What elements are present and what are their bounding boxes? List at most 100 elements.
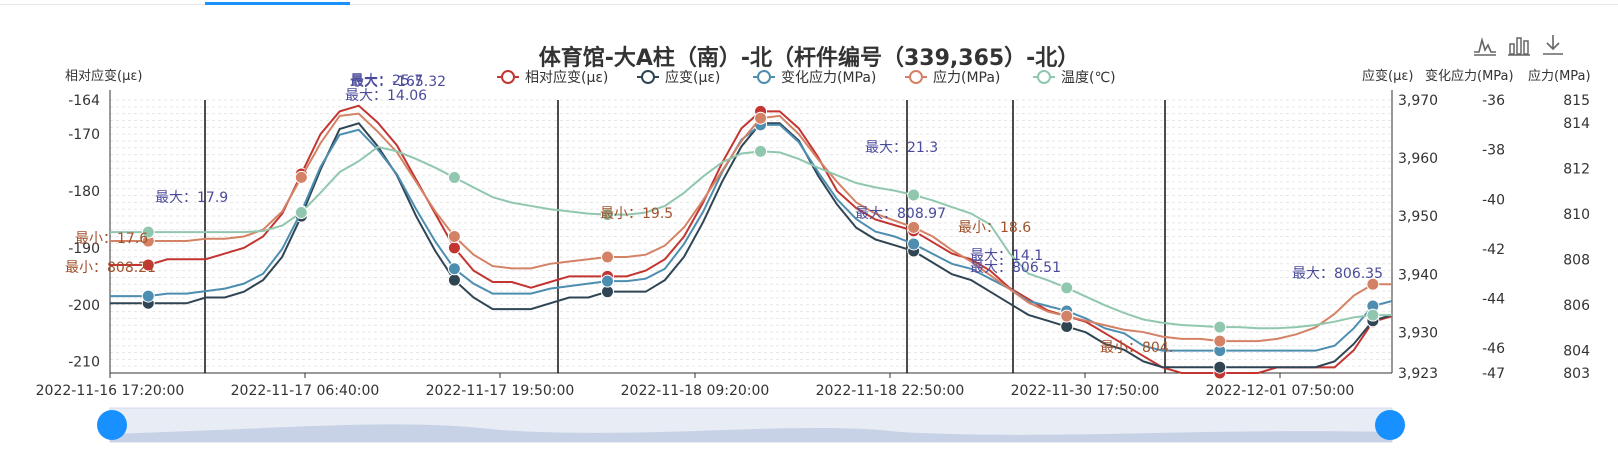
series-marker-4 xyxy=(600,208,614,222)
legend-marker xyxy=(641,70,655,84)
legend-label: 应力(MPa) xyxy=(933,69,1000,86)
series-marker-4 xyxy=(141,225,155,239)
series-marker-4 xyxy=(294,205,308,219)
legend-marker xyxy=(757,70,771,84)
x-tick-label: 2022-11-16 17:20:00 xyxy=(36,383,185,399)
right-strain-tick-label: 3,970 xyxy=(1398,93,1438,109)
x-tick-label: 2022-11-17 19:50:00 xyxy=(426,383,575,399)
data-annotation: 最大：25.7 xyxy=(350,73,423,89)
right-delta-stress-tick-label: -44 xyxy=(1482,292,1505,308)
legend-label: 应变(με) xyxy=(665,69,720,86)
legend-label: 相对应变(με) xyxy=(525,69,608,86)
right-delta-stress-tick-label: -38 xyxy=(1482,143,1505,159)
right-stress-tick-label: 815 xyxy=(1563,93,1590,109)
right-stress-tick-label: 808 xyxy=(1563,252,1590,268)
series-line-3 xyxy=(110,112,1392,343)
series-marker-4 xyxy=(1213,320,1227,334)
series-marker-0 xyxy=(447,241,461,255)
legend-marker xyxy=(1037,70,1051,84)
tab-underline xyxy=(0,4,1618,5)
series-marker-1 xyxy=(447,273,461,287)
right-delta-stress-tick-label: -42 xyxy=(1482,242,1505,258)
data-annotation: 最大：21.3 xyxy=(865,140,938,156)
right-axis-name-stress: 应力(MPa) xyxy=(1528,68,1591,84)
right-delta-stress-tick-label: -46 xyxy=(1482,341,1505,357)
left-tick-label: -210 xyxy=(68,355,100,371)
right-axis-name-strain: 应变(με) xyxy=(1362,68,1413,84)
right-strain-tick-label: 3,930 xyxy=(1398,325,1438,341)
left-tick-label: -200 xyxy=(68,298,100,314)
x-tick-label: 2022-11-18 22:50:00 xyxy=(816,383,965,399)
zoom-handle-left[interactable] xyxy=(97,410,127,440)
download-icon[interactable] xyxy=(1540,32,1566,58)
legend-label: 变化应力(MPa) xyxy=(781,69,876,86)
series-marker-3 xyxy=(1060,309,1074,323)
series-marker-3 xyxy=(294,170,308,184)
series-marker-2 xyxy=(141,289,155,303)
series-marker-3 xyxy=(600,250,614,264)
data-annotation: 最小：17.6 xyxy=(75,231,148,247)
right-stress-tick-label: 812 xyxy=(1563,161,1590,177)
data-annotation: 最大：14.1 xyxy=(970,248,1043,264)
data-annotation: 最大：-165.32 xyxy=(350,74,446,90)
data-annotation: 最小：808.21 xyxy=(65,260,156,276)
zoom-slider-preview xyxy=(110,424,1392,442)
right-stress-tick-label: 810 xyxy=(1563,207,1590,223)
series-line-4 xyxy=(110,145,1392,330)
data-annotation: 最大：806.35 xyxy=(1292,266,1383,282)
right-strain-tick-label: 3,960 xyxy=(1398,151,1438,167)
chart-title: 体育馆-大A柱（南）-北（杆件编号（339,365）-北） xyxy=(538,46,1080,71)
data-annotation: 最大：14.06 xyxy=(345,88,427,104)
series-marker-2 xyxy=(600,274,614,288)
bar-chart-icon[interactable] xyxy=(1506,32,1532,58)
left-tick-label: -180 xyxy=(68,184,100,200)
x-tick-label: 2022-11-30 17:50:00 xyxy=(1011,383,1160,399)
series-line-2 xyxy=(110,123,1393,352)
left-axis-name: 相对应变(με) xyxy=(65,68,142,84)
x-tick-label: 2022-11-18 09:20:00 xyxy=(621,383,770,399)
legend-marker xyxy=(501,70,515,84)
series-marker-0 xyxy=(141,258,155,272)
right-axis-name-delta-stress: 变化应力(MPa) xyxy=(1425,68,1514,84)
data-annotation: 最大：806.51 xyxy=(970,260,1061,276)
series-marker-4 xyxy=(1060,281,1074,295)
series-marker-4 xyxy=(447,171,461,185)
series-marker-2 xyxy=(447,262,461,276)
right-strain-tick-label: 3,950 xyxy=(1398,209,1438,225)
data-annotation: 最小：19.5 xyxy=(600,206,673,222)
right-stress-tick-label: 814 xyxy=(1563,116,1590,132)
right-stress-tick-label: 803 xyxy=(1563,366,1590,382)
series-marker-3 xyxy=(907,220,921,234)
right-strain-tick-label: 3,940 xyxy=(1398,267,1438,283)
data-annotation: 最大：808.97 xyxy=(855,206,946,222)
legend-label: 温度(℃) xyxy=(1061,70,1116,86)
right-delta-stress-tick-label: -40 xyxy=(1482,192,1505,208)
left-tick-label: -170 xyxy=(68,127,100,143)
right-strain-tick-label: 3,923 xyxy=(1398,366,1438,382)
series-marker-3 xyxy=(754,111,768,125)
series-line-1 xyxy=(110,122,1393,369)
data-annotation: 最小：804. xyxy=(1100,340,1173,356)
x-tick-label: 2022-12-01 07:50:00 xyxy=(1206,383,1355,399)
active-tab-indicator xyxy=(205,2,350,5)
zoom-handle-right[interactable] xyxy=(1375,410,1405,440)
series-marker-3 xyxy=(1213,334,1227,348)
data-annotation: 最大：17.9 xyxy=(155,190,228,206)
legend-marker xyxy=(909,70,923,84)
series-marker-4 xyxy=(1366,308,1380,322)
left-tick-label: -164 xyxy=(68,93,100,109)
series-marker-3 xyxy=(1366,277,1380,291)
x-tick-label: 2022-11-17 06:40:00 xyxy=(231,383,380,399)
series-marker-4 xyxy=(754,144,768,158)
right-stress-tick-label: 806 xyxy=(1563,298,1590,314)
series-marker-1 xyxy=(1213,360,1227,374)
right-delta-stress-tick-label: -36 xyxy=(1482,93,1505,109)
data-annotation: 最小：18.6 xyxy=(958,220,1031,236)
line-chart-icon[interactable] xyxy=(1472,32,1498,58)
series-marker-2 xyxy=(907,237,921,251)
series-marker-4 xyxy=(907,188,921,202)
right-delta-stress-tick-label: -47 xyxy=(1482,366,1505,382)
right-stress-tick-label: 804 xyxy=(1563,343,1590,359)
left-tick-label: -190 xyxy=(68,241,100,257)
